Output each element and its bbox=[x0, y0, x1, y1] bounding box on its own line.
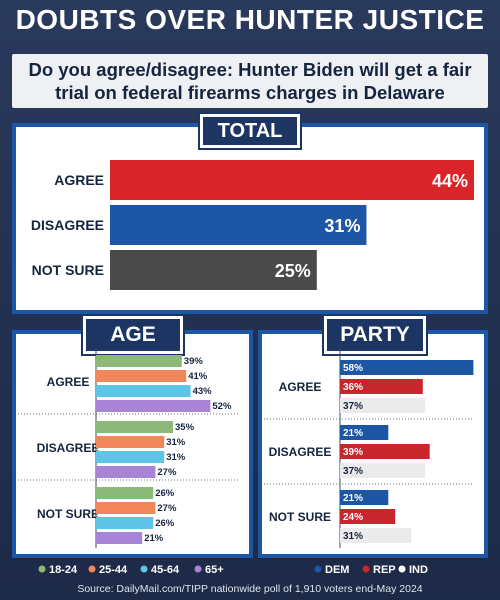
age-value-label-1-2: 31% bbox=[166, 452, 186, 463]
question-text: Do you agree/disagree: Hunter Biden will… bbox=[28, 59, 472, 103]
party-category-label-2: NOT SURE bbox=[269, 510, 331, 524]
party-value-label-1-2: 37% bbox=[343, 466, 363, 477]
age-value-label-0-3: 52% bbox=[212, 401, 232, 412]
party-bar-2-1 bbox=[340, 509, 396, 524]
total-bar-2 bbox=[110, 250, 317, 290]
party-value-label-0-1: 36% bbox=[343, 382, 363, 393]
age-value-label-0-0: 39% bbox=[184, 356, 204, 367]
age-bar-0-0 bbox=[96, 355, 182, 367]
total-category-label-2: NOT SURE bbox=[32, 262, 104, 278]
total-value-label-2: 25% bbox=[275, 261, 311, 281]
party-legend-label-0: DEM bbox=[325, 564, 349, 576]
party-value-label-1-0: 21% bbox=[343, 428, 363, 439]
age-category-label-1: DISAGREE bbox=[37, 441, 100, 455]
party-legend-swatch-1 bbox=[362, 565, 370, 573]
age-bar-2-1 bbox=[96, 502, 156, 514]
age-bar-1-0 bbox=[96, 421, 173, 433]
age-value-label-2-2: 26% bbox=[155, 518, 175, 529]
age-legend-swatch-1 bbox=[88, 565, 96, 573]
age-legend-swatch-2 bbox=[140, 565, 148, 573]
age-value-label-0-2: 43% bbox=[193, 386, 213, 397]
party-bar-1-1 bbox=[340, 444, 430, 459]
age-legend-swatch-3 bbox=[194, 565, 202, 573]
age-legend-label-3: 65+ bbox=[205, 564, 224, 576]
total-value-label-0: 44% bbox=[432, 171, 468, 191]
age-value-label-1-3: 27% bbox=[157, 467, 177, 478]
party-value-label-0-2: 37% bbox=[343, 401, 363, 412]
party-value-label-0-0: 58% bbox=[343, 363, 363, 374]
age-value-label-2-0: 26% bbox=[155, 488, 175, 499]
total-category-label-0: AGREE bbox=[54, 172, 104, 188]
age-value-label-2-3: 21% bbox=[144, 533, 164, 544]
party-bar-2-0 bbox=[340, 490, 389, 505]
total-value-label-1: 31% bbox=[324, 216, 360, 236]
age-value-label-1-0: 35% bbox=[175, 422, 195, 433]
age-bar-0-2 bbox=[96, 385, 191, 397]
total-title: TOTAL bbox=[200, 114, 300, 148]
age-value-label-0-1: 41% bbox=[188, 371, 208, 382]
headline: DOUBTS OVER HUNTER JUSTICE bbox=[15, 4, 485, 35]
age-value-label-2-1: 27% bbox=[157, 503, 177, 514]
party-value-label-1-1: 39% bbox=[343, 447, 363, 458]
party-bar-1-0 bbox=[340, 425, 389, 440]
party-legend-label-1: REP bbox=[373, 564, 396, 576]
source-note: Source: DailyMail.com/TIPP nationwide po… bbox=[77, 583, 423, 595]
party-value-label-2-0: 21% bbox=[343, 493, 363, 504]
age-bar-1-1 bbox=[96, 436, 165, 448]
age-value-label-1-1: 31% bbox=[166, 437, 186, 448]
total-bar-1 bbox=[110, 205, 367, 245]
age-bar-2-0 bbox=[96, 487, 154, 499]
party-value-label-2-2: 31% bbox=[343, 531, 363, 542]
age-bar-0-3 bbox=[96, 400, 211, 412]
age-category-label-2: NOT SURE bbox=[37, 507, 99, 521]
total-bar-0 bbox=[110, 160, 474, 200]
party-bar-1-2 bbox=[340, 463, 426, 478]
party-category-label-1: DISAGREE bbox=[269, 445, 332, 459]
party-legend-swatch-0 bbox=[314, 565, 322, 573]
age-title: AGE bbox=[83, 316, 183, 354]
age-bar-2-2 bbox=[96, 517, 154, 529]
party-bar-2-2 bbox=[340, 528, 412, 543]
age-bar-0-1 bbox=[96, 370, 187, 382]
party-title: PARTY bbox=[324, 316, 426, 354]
age-legend-label-1: 25-44 bbox=[99, 564, 128, 576]
party-bar-0-0 bbox=[340, 360, 474, 375]
age-bar-1-2 bbox=[96, 451, 165, 463]
age-bar-2-3 bbox=[96, 532, 143, 544]
party-legend-swatch-2 bbox=[398, 565, 406, 573]
party-bar-0-2 bbox=[340, 398, 426, 413]
party-legend-label-2: IND bbox=[409, 564, 428, 576]
age-bar-1-3 bbox=[96, 466, 156, 478]
age-legend-swatch-0 bbox=[38, 565, 46, 573]
age-legend-label-2: 45-64 bbox=[151, 564, 180, 576]
age-legend-label-0: 18-24 bbox=[49, 564, 78, 576]
age-category-label-0: AGREE bbox=[47, 375, 90, 389]
party-value-label-2-1: 24% bbox=[343, 512, 363, 523]
question-box: Do you agree/disagree: Hunter Biden will… bbox=[12, 54, 488, 108]
total-category-label-1: DISAGREE bbox=[31, 217, 104, 233]
party-bar-0-1 bbox=[340, 379, 423, 394]
party-category-label-0: AGREE bbox=[279, 380, 322, 394]
